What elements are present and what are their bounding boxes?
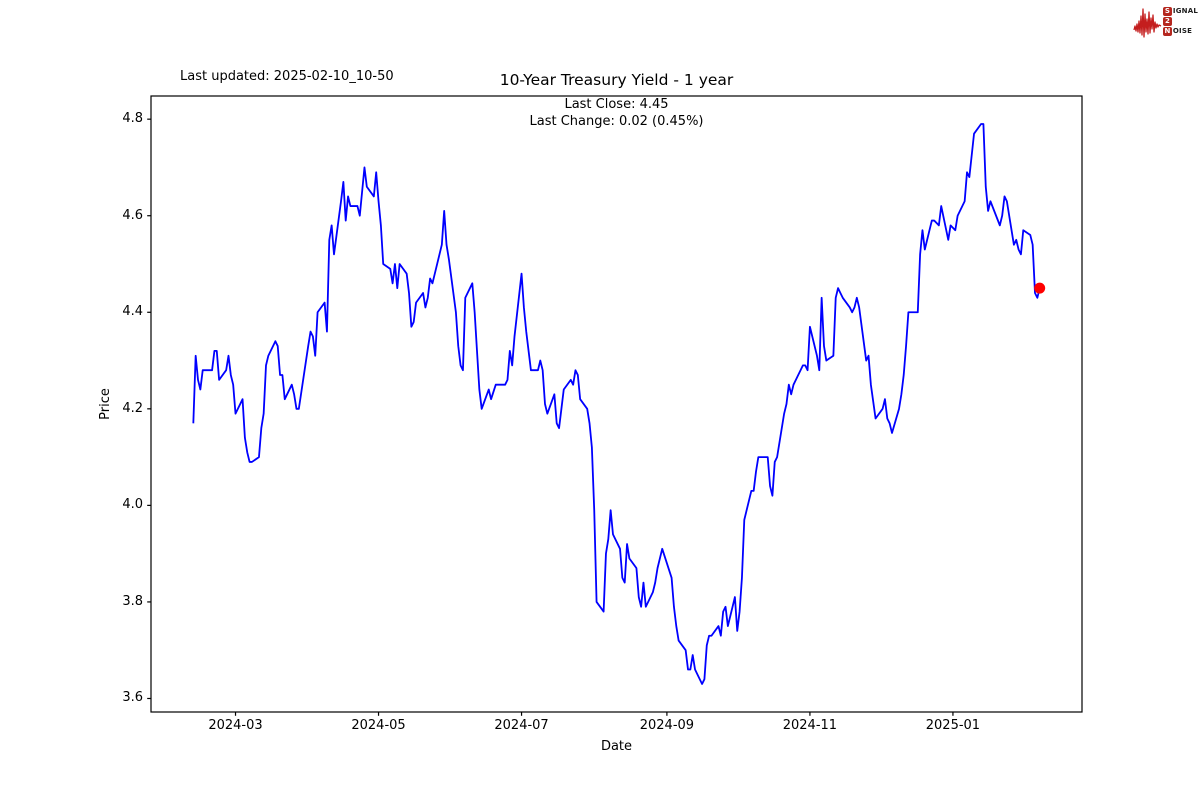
logo-row-signal: S IGNAL bbox=[1162, 7, 1198, 16]
signal2noise-logo: S IGNAL 2 N OISE bbox=[1133, 4, 1198, 42]
waveform-icon bbox=[1133, 8, 1162, 38]
y-tick-label: 4.8 bbox=[122, 111, 143, 127]
x-tick-label: 2024-11 bbox=[782, 718, 838, 733]
axes-frame bbox=[150, 95, 1083, 713]
last-close-text: Last Close: 4.45 bbox=[564, 97, 669, 112]
chart-subtitle: Last Close: 4.45 Last Change: 0.02 (0.45… bbox=[151, 97, 1082, 130]
logo-row-2: 2 bbox=[1162, 17, 1198, 26]
yield-line bbox=[192, 123, 1041, 685]
logo-word-noise: OISE bbox=[1172, 27, 1193, 35]
y-tick-label: 4.2 bbox=[122, 400, 143, 416]
x-axis-label: Date bbox=[600, 739, 633, 754]
logo-letterbox-n: N bbox=[1162, 27, 1172, 36]
chart-title: 10-Year Treasury Yield - 1 year bbox=[499, 71, 734, 89]
logo-text: S IGNAL 2 N OISE bbox=[1162, 7, 1198, 36]
y-tick-label: 4.4 bbox=[122, 304, 143, 320]
x-tick-label: 2024-05 bbox=[351, 718, 406, 733]
x-tick-label: 2025-01 bbox=[925, 718, 981, 733]
waveform-line bbox=[1133, 8, 1162, 38]
y-tick-label: 3.6 bbox=[122, 690, 143, 706]
x-tick-label: 2024-03 bbox=[208, 718, 263, 733]
x-tick-label: 2024-07 bbox=[494, 718, 549, 733]
logo-row-noise: N OISE bbox=[1162, 27, 1198, 36]
y-tick-label: 4.6 bbox=[122, 207, 143, 223]
y-tick-label: 4.0 bbox=[122, 497, 143, 513]
logo-letterbox-2: 2 bbox=[1162, 17, 1172, 26]
logo-word-signal: IGNAL bbox=[1172, 7, 1198, 15]
last-change-text: Last Change: 0.02 (0.45%) bbox=[529, 113, 704, 129]
x-tick-label: 2024-09 bbox=[639, 718, 695, 733]
last-updated-text: Last updated: 2025-02-10_10-50 bbox=[180, 69, 394, 84]
last-close-marker bbox=[1034, 282, 1046, 294]
y-tick-label: 3.8 bbox=[122, 593, 143, 609]
logo-letterbox-s: S bbox=[1162, 7, 1172, 16]
